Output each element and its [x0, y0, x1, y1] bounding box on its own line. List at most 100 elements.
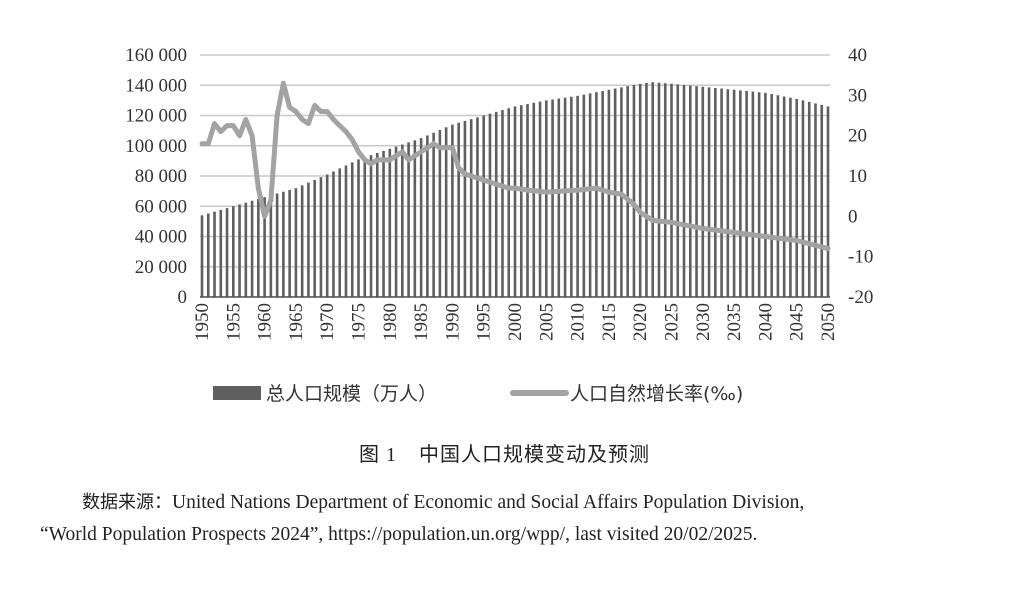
x-tick-label: 1950 — [192, 303, 213, 341]
x-tick-label: 1995 — [474, 303, 495, 341]
population-bar — [676, 84, 680, 297]
population-bar — [745, 90, 748, 297]
legend-line-label: 人口自然增长率(‰) — [570, 383, 743, 405]
population-bar — [776, 95, 780, 297]
x-tick-label: 1990 — [442, 303, 463, 341]
population-chart: 160 000 140 000 120 000 100 000 80 000 60 000… — [125, 45, 873, 405]
x-tick-label: 2005 — [536, 303, 557, 341]
population-bar — [344, 165, 348, 297]
population-bar — [394, 146, 398, 297]
population-bar — [225, 208, 229, 297]
population-bar — [250, 200, 254, 297]
x-tick-label: 1975 — [349, 303, 370, 341]
population-bar — [257, 198, 260, 297]
y-right-tick-label: 20 — [848, 126, 867, 147]
population-bar — [526, 104, 529, 297]
population-bar — [451, 124, 454, 297]
population-bar — [469, 119, 473, 297]
population-bar — [388, 148, 392, 297]
population-bar — [632, 84, 636, 297]
y-left-tick-label: 100 000 — [125, 136, 187, 157]
data-source-note: 数据来源：United Nations Department of Econom… — [40, 487, 980, 551]
x-tick-label: 1985 — [411, 303, 432, 341]
x-tick-label: 1960 — [255, 303, 276, 341]
population-bar — [232, 206, 235, 297]
y-left-tick-label: 80 000 — [135, 166, 187, 187]
population-bar — [513, 106, 517, 297]
population-bar — [501, 110, 504, 298]
legend-bar-swatch — [213, 386, 261, 400]
population-bar — [807, 101, 811, 297]
population-bar — [200, 215, 204, 297]
population-bar — [275, 193, 279, 297]
x-tick-label: 1965 — [286, 303, 307, 341]
population-bar — [325, 174, 329, 297]
population-bar — [820, 104, 824, 297]
y-left-tick-label: 20 000 — [135, 257, 187, 278]
population-bar — [582, 94, 586, 297]
population-bar — [426, 135, 429, 297]
figure-caption: 图 1 中国人口规模变动及预测 — [0, 438, 1009, 467]
population-bar — [726, 89, 730, 298]
population-bar — [382, 150, 385, 297]
population-bar — [538, 101, 542, 298]
population-bar — [444, 127, 448, 297]
figure-number: 图 1 — [359, 444, 397, 466]
growth-rate-line — [199, 80, 831, 252]
population-bar — [363, 157, 367, 297]
x-tick-label: 2015 — [599, 303, 620, 341]
source-line-2: “World Population Prospects 2024”, https… — [40, 524, 758, 545]
x-tick-label: 2020 — [630, 303, 651, 341]
population-bar — [519, 105, 523, 297]
y-left-tick-label: 120 000 — [125, 106, 187, 127]
population-bar — [595, 92, 598, 298]
x-tick-label: 2035 — [724, 303, 745, 341]
growth-rate-series — [199, 80, 831, 252]
population-bar — [238, 204, 241, 297]
population-bar — [288, 189, 291, 297]
population-bar — [814, 103, 817, 298]
legend-bar-label: 总人口规模（万人） — [266, 383, 437, 405]
population-bar — [263, 197, 266, 297]
y-right-tick-label: 40 — [848, 45, 867, 66]
population-bar — [401, 144, 404, 297]
source-label: 数据来源： — [82, 492, 172, 513]
y-right-tick-label: -10 — [848, 247, 873, 268]
x-tick-label: 2000 — [505, 303, 526, 341]
population-bar — [482, 115, 485, 297]
population-bar — [457, 122, 460, 297]
population-bar — [332, 171, 335, 297]
population-bar — [638, 83, 642, 297]
population-bar — [350, 162, 354, 297]
population-bar — [739, 90, 742, 297]
population-bar — [551, 99, 554, 297]
population-bar — [588, 93, 592, 297]
population-bar — [369, 155, 373, 297]
population-bar — [313, 179, 316, 297]
population-bar — [463, 120, 467, 297]
population-bar — [720, 88, 723, 297]
x-tick-label: 2045 — [787, 303, 808, 341]
population-bar — [764, 92, 767, 297]
population-bar — [732, 89, 736, 297]
legend: 总人口规模（万人） 人口自然增长率(‰) — [213, 383, 743, 405]
population-bar — [826, 106, 830, 297]
population-bar — [532, 102, 536, 297]
population-bar — [563, 97, 567, 297]
population-bars — [200, 82, 830, 298]
population-bar — [651, 82, 655, 297]
population-bar — [714, 87, 717, 297]
axes: 160 000 140 000 120 000 100 000 80 000 60 000… — [125, 45, 873, 341]
population-bar — [645, 82, 648, 297]
x-tick-label: 2030 — [693, 303, 714, 341]
population-bar — [357, 159, 360, 297]
y-left-tick-label: 40 000 — [135, 227, 187, 248]
population-bar — [688, 85, 692, 298]
population-bar — [657, 82, 661, 298]
population-bar — [570, 96, 573, 298]
population-bar — [419, 138, 423, 297]
x-tick-label: 1970 — [317, 303, 338, 341]
population-bar — [294, 188, 298, 297]
population-bar — [269, 195, 273, 297]
y-right-tick-label: -20 — [848, 287, 873, 308]
